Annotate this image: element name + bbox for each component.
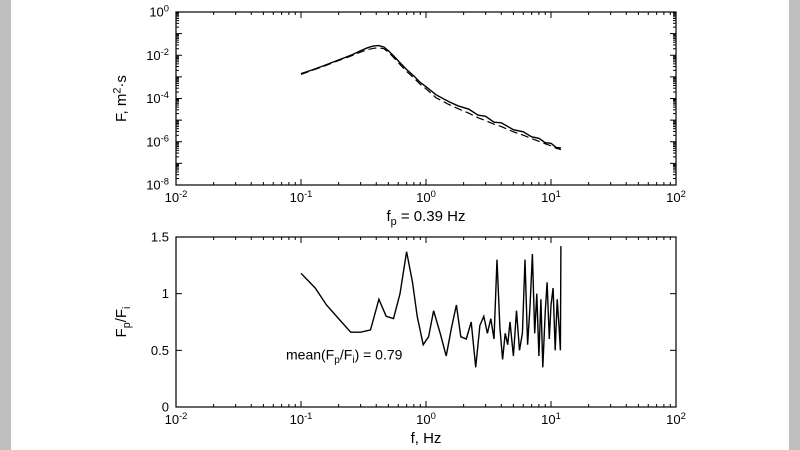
ratio-xtick-label: 100	[416, 410, 436, 427]
letterbox-left	[0, 0, 11, 450]
spectrum-curve-dashed	[300, 47, 562, 151]
spectrum-xtick-label: 101	[541, 188, 561, 205]
spectrum-xlabel: fp = 0.39 Hz	[387, 208, 466, 228]
spectrum-axes-frame	[175, 11, 677, 186]
spectrum-tick-labels: 10-2 10-1 100 101 102 100 10-2 10-4 10-6 10-8	[146, 3, 686, 205]
spectrum-ytick-label: 100	[149, 3, 169, 20]
letterbox-right	[789, 0, 800, 450]
ratio-curve-ratio	[300, 246, 562, 368]
spectrum-xtick-label: 100	[416, 188, 436, 205]
ratio-ytick-label: 1	[162, 286, 169, 301]
ratio-ticks	[175, 236, 677, 408]
ratio-axes-frame	[175, 236, 677, 408]
spectrum-ylabel: F, m2·s	[111, 75, 130, 122]
ratio-xtick-label: 101	[541, 410, 561, 427]
spectrum-xtick-label: 102	[666, 188, 686, 205]
ratio-ytick-label: 0.5	[151, 343, 169, 358]
spectrum-ytick-label: 10-4	[146, 89, 169, 106]
spectrum-xtick-label: 10-2	[165, 188, 188, 205]
ratio-chart: 10-2 10-1 100 101 102 0 0.5 1 1.5 f, Hz Fp/Fi mean(…	[113, 230, 686, 448]
spectrum-xtick-label: 10-1	[290, 188, 313, 205]
ratio-ytick-label: 0	[162, 400, 169, 415]
ratio-ylabel: Fp/Fi	[113, 307, 133, 338]
ratio-xlabel: f, Hz	[411, 430, 442, 447]
spectrum-ytick-label: 10-6	[146, 132, 169, 149]
spectrum-curve-solid	[300, 44, 561, 149]
ratio-xtick-label: 10-1	[290, 410, 313, 427]
ratio-annotation: mean(Fp/Fi) = 0.79	[286, 346, 403, 366]
spectrum-chart: 10-2 10-1 100 101 102 100 10-2 10-4 10-6 10-8 fp =…	[111, 3, 686, 229]
spectrum-ytick-label: 10-2	[146, 46, 169, 63]
ratio-xtick-label: 10-2	[165, 410, 188, 427]
spectrum-ticks	[175, 11, 677, 186]
spectrum-ytick-label: 10-8	[146, 176, 169, 193]
ratio-ytick-label: 1.5	[151, 230, 169, 245]
ratio-tick-labels: 10-2 10-1 100 101 102 0 0.5 1 1.5	[151, 230, 686, 428]
ratio-xtick-label: 102	[666, 410, 686, 427]
